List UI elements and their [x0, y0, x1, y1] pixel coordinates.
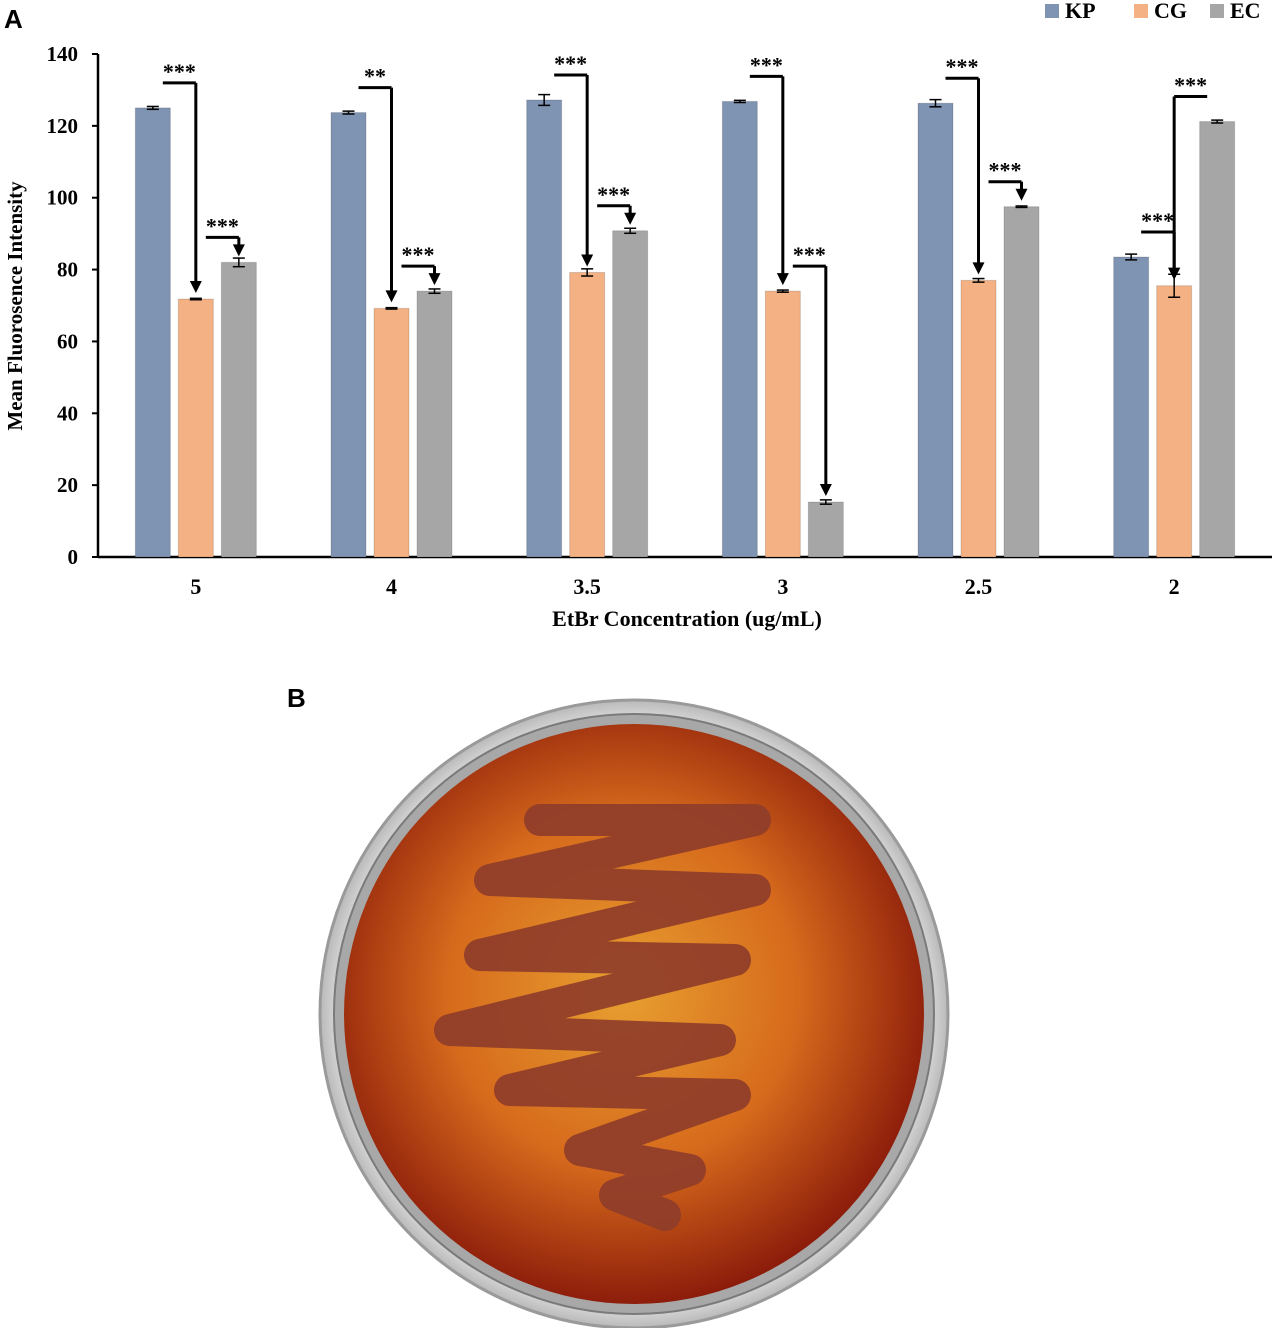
x-tick-label: 4 — [386, 574, 397, 599]
bar-cg — [960, 279, 997, 558]
arrow-head — [385, 290, 398, 303]
significance-label: *** — [163, 59, 196, 84]
bar-ec — [1003, 206, 1040, 558]
significance-label: *** — [1174, 73, 1207, 98]
bar-ec — [807, 501, 844, 558]
x-tick-label: 3.5 — [573, 574, 601, 599]
arrow-head — [819, 484, 832, 497]
y-tick-label: 20 — [57, 473, 78, 497]
bar-ec — [416, 290, 453, 558]
significance-label: *** — [554, 51, 587, 76]
significance-label: *** — [402, 242, 435, 267]
arrow-head — [428, 273, 441, 286]
bar-cg — [1156, 285, 1193, 558]
arrow-head — [581, 254, 594, 267]
chart-bars — [134, 93, 1236, 558]
chart-axes: 0 20 40 60 80 100 120 140 5 4 3.5 3 2.5 2 — [47, 42, 1272, 599]
bar-cg — [764, 290, 801, 558]
legend-swatch-kp — [1045, 4, 1059, 18]
significance-label: *** — [750, 52, 783, 77]
bacterial-streak — [434, 804, 771, 1231]
significance-label: ** — [364, 64, 386, 89]
bar-cg — [569, 271, 606, 558]
legend-swatch-cg — [1134, 4, 1148, 18]
legend-label-ec: EC — [1230, 0, 1261, 23]
significance-annotations: *********************************** — [162, 51, 1208, 497]
bar-kp — [526, 99, 563, 558]
y-tick-label: 140 — [47, 42, 79, 66]
arrow-head — [232, 244, 245, 257]
bar-cg — [373, 307, 410, 558]
y-tick-label: 80 — [57, 258, 78, 282]
legend-label-cg: CG — [1154, 0, 1187, 23]
x-tick-label: 2.5 — [965, 574, 993, 599]
significance-label: *** — [1141, 208, 1174, 233]
y-tick-label: 100 — [47, 186, 79, 210]
y-axis-label: Mean Fluorosence Intensity — [3, 181, 27, 431]
bar-ec — [1199, 121, 1236, 558]
bar-kp — [330, 112, 367, 558]
significance-label: *** — [793, 242, 826, 267]
arrow-head — [189, 281, 202, 294]
y-tick-label: 40 — [57, 401, 78, 425]
x-tick-label: 3 — [777, 574, 788, 599]
arrow-head — [776, 273, 789, 286]
significance-label: *** — [989, 158, 1022, 183]
bar-kp — [1113, 256, 1150, 558]
bar-kp — [917, 102, 954, 558]
x-axis-label: EtBr Concentration (ug/mL) — [552, 606, 822, 631]
legend-swatch-ec — [1210, 4, 1224, 18]
x-tick-label: 2 — [1169, 574, 1180, 599]
arrow-head — [972, 262, 985, 275]
bar-cg — [177, 298, 214, 558]
arrow-head — [624, 212, 637, 225]
bar-ec — [612, 230, 649, 558]
significance-label: *** — [597, 182, 630, 207]
x-tick-label: 5 — [190, 574, 201, 599]
significance-label: *** — [946, 54, 979, 79]
arrow-head — [1015, 188, 1028, 201]
panel-a-label: A — [4, 4, 23, 34]
y-tick-label: 60 — [57, 329, 78, 353]
arrow-head — [1168, 267, 1181, 280]
y-tick-label: 120 — [47, 114, 79, 138]
y-tick-label: 0 — [68, 545, 79, 569]
chart-legend: KP CG EC — [1045, 0, 1261, 23]
panel-b-label: B — [287, 683, 306, 713]
legend-label-kp: KP — [1065, 0, 1096, 23]
significance-label: *** — [206, 213, 239, 238]
